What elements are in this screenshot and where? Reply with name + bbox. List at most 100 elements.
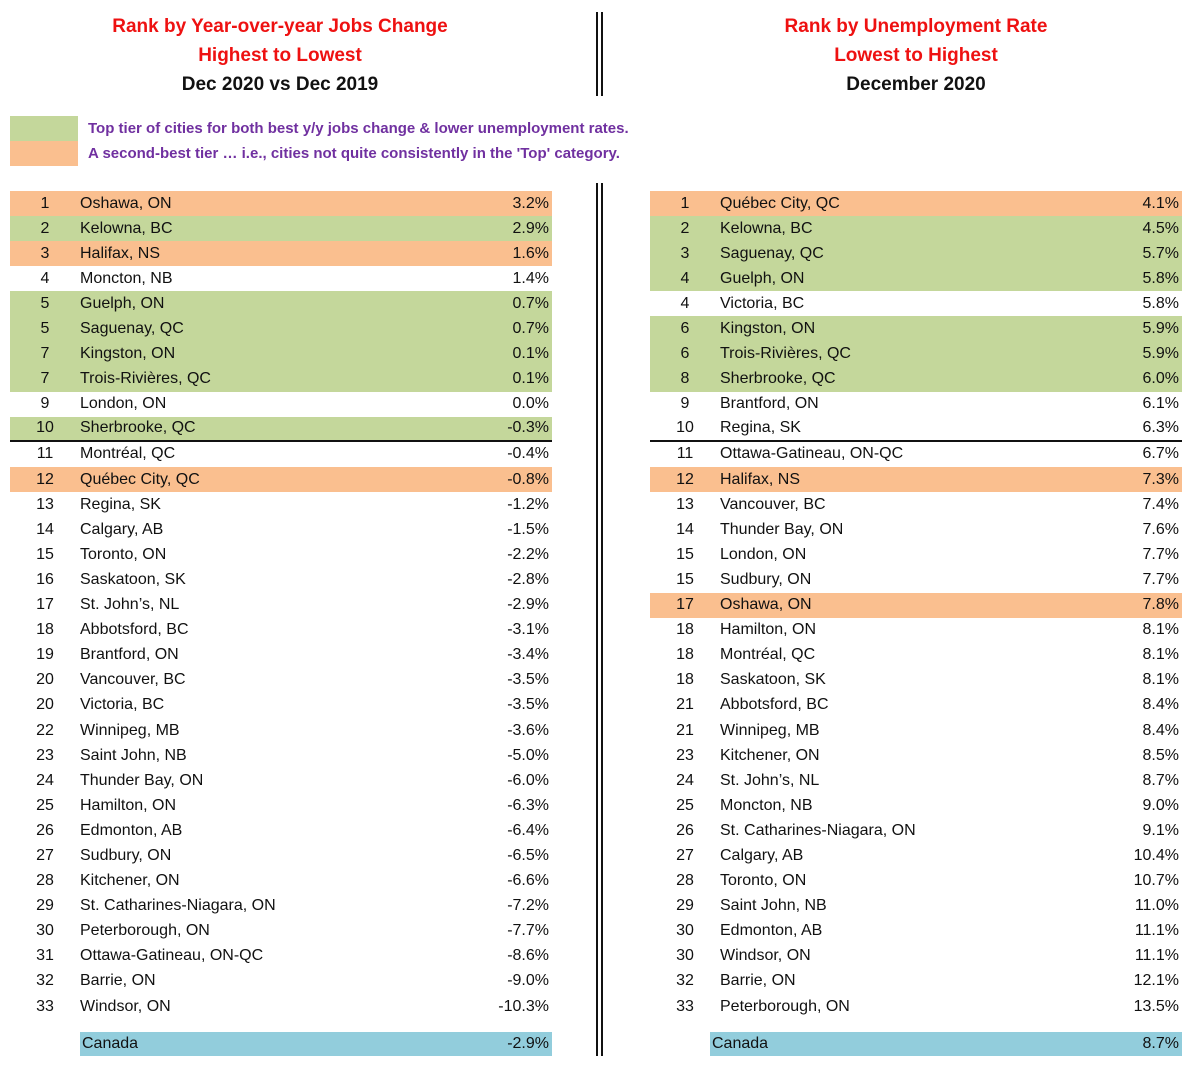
city-cell: Saskatoon, SK <box>80 570 186 588</box>
rank-cell: 4 <box>680 294 690 312</box>
rank-cell: 27 <box>36 846 54 864</box>
rank-cell: 30 <box>676 922 694 940</box>
value-cell: -0.3% <box>507 419 549 437</box>
value-cell: -3.4% <box>507 646 549 664</box>
canada-label: Canada <box>82 1035 139 1052</box>
value-cell: -3.5% <box>507 671 549 689</box>
value-cell: 11.0% <box>1134 897 1179 915</box>
right-header-order: Lowest to Highest <box>834 45 998 66</box>
legend-orange: A second-best tier … i.e., cities not qu… <box>10 141 629 166</box>
value-cell: 8.1% <box>1142 646 1179 664</box>
city-cell: Kitchener, ON <box>80 872 180 890</box>
table-row: 4 Victoria, BC 5.8% <box>650 291 1182 316</box>
rank-cell: 23 <box>36 746 54 764</box>
rank-cell: 1 <box>680 194 690 212</box>
city-cell: Guelph, ON <box>720 269 805 287</box>
city-cell: Saguenay, QC <box>720 244 824 262</box>
value-cell: 7.4% <box>1142 495 1179 513</box>
table-row: 23 Saint John, NB -5.0% <box>10 743 552 768</box>
value-cell: 11.1% <box>1134 947 1179 965</box>
table-row: 12 Québec City, QC -0.8% <box>10 467 552 493</box>
city-cell: Vancouver, BC <box>80 671 186 689</box>
rank-cell: 4 <box>40 269 50 287</box>
value-cell: 8.7% <box>1142 771 1179 789</box>
table-row: 26 St. Catharines-Niagara, ON 9.1% <box>650 818 1182 843</box>
unemployment-canada-row: Canada 8.7% <box>710 1032 1182 1056</box>
value-cell: 1.6% <box>512 244 549 262</box>
rank-cell: 12 <box>676 470 694 488</box>
rank-cell: 9 <box>40 395 50 413</box>
rank-cell: 10 <box>676 419 694 437</box>
value-cell: -6.5% <box>507 846 549 864</box>
table-row: 11 Ottawa-Gatineau, ON-QC 6.7% <box>650 442 1182 467</box>
rank-cell: 13 <box>36 495 54 513</box>
value-cell: 0.1% <box>512 370 549 388</box>
value-cell: 0.1% <box>512 345 549 363</box>
column-divider-top <box>596 12 603 96</box>
city-cell: Peterborough, ON <box>80 922 210 940</box>
city-cell: Halifax, NS <box>720 470 801 488</box>
city-cell: Moncton, NB <box>80 269 173 287</box>
column-divider-main <box>596 183 603 1056</box>
value-cell: 10.7% <box>1133 872 1179 890</box>
city-cell: Ottawa-Gatineau, ON-QC <box>80 947 264 965</box>
rank-cell: 10 <box>36 419 54 437</box>
right-header-period: December 2020 <box>846 74 986 95</box>
table-row: 12 Halifax, NS 7.3% <box>650 467 1182 493</box>
table-row: 13 Vancouver, BC 7.4% <box>650 492 1182 517</box>
rank-cell: 18 <box>676 621 694 639</box>
table-row: 5 Saguenay, QC 0.7% <box>10 316 552 342</box>
value-cell: 6.0% <box>1142 370 1179 388</box>
city-cell: Kingston, ON <box>80 345 176 363</box>
table-row: 25 Hamilton, ON -6.3% <box>10 793 552 818</box>
city-cell: Calgary, AB <box>80 520 164 538</box>
table-row: 32 Barrie, ON 12.1% <box>650 969 1182 994</box>
table-row: 5 Guelph, ON 0.7% <box>10 291 552 317</box>
city-cell: Montréal, QC <box>720 646 816 664</box>
table-row: 30 Peterborough, ON -7.7% <box>10 919 552 944</box>
rank-cell: 30 <box>36 922 54 940</box>
city-cell: Sudbury, ON <box>80 846 172 864</box>
value-cell: -1.5% <box>507 520 549 538</box>
value-cell: -8.6% <box>507 947 549 965</box>
value-cell: -6.0% <box>507 771 549 789</box>
table-row: 33 Peterborough, ON 13.5% <box>650 994 1182 1019</box>
city-cell: Saguenay, QC <box>80 320 184 338</box>
value-cell: 12.1% <box>1133 972 1179 990</box>
rank-cell: 32 <box>676 972 694 990</box>
rank-cell: 11 <box>36 445 54 463</box>
value-cell: 2.9% <box>512 219 549 237</box>
left-header: Rank by Year-over-year Jobs Change Highe… <box>40 12 520 99</box>
rank-cell: 33 <box>36 997 54 1015</box>
rank-cell: 25 <box>36 796 54 814</box>
value-cell: -6.6% <box>507 872 549 890</box>
value-cell: 7.8% <box>1142 596 1179 614</box>
rank-cell: 20 <box>36 696 54 714</box>
rank-cell: 16 <box>36 570 54 588</box>
city-cell: Saint John, NB <box>720 897 827 915</box>
table-row: 9 London, ON 0.0% <box>10 392 552 417</box>
rank-cell: 15 <box>676 545 694 563</box>
table-row: 23 Kitchener, ON 8.5% <box>650 743 1182 768</box>
rank-cell: 26 <box>676 821 694 839</box>
city-cell: Hamilton, ON <box>80 796 177 814</box>
rank-cell: 7 <box>40 345 50 363</box>
city-cell: Trois-Rivières, QC <box>720 345 851 363</box>
value-cell: 9.0% <box>1142 796 1179 814</box>
table-row: 20 Vancouver, BC -3.5% <box>10 668 552 693</box>
city-cell: Toronto, ON <box>80 545 167 563</box>
table-row: 8 Sherbrooke, QC 6.0% <box>650 366 1182 392</box>
value-cell: -0.4% <box>507 445 549 463</box>
value-cell: -2.9% <box>507 596 549 614</box>
table-row: 11 Montréal, QC -0.4% <box>10 442 552 467</box>
value-cell: -9.0% <box>507 972 549 990</box>
rank-cell: 27 <box>676 846 694 864</box>
table-row: 18 Hamilton, ON 8.1% <box>650 618 1182 643</box>
table-row: 29 St. Catharines-Niagara, ON -7.2% <box>10 894 552 919</box>
canada-value: 8.7% <box>1142 1035 1179 1052</box>
table-row: 32 Barrie, ON -9.0% <box>10 969 552 994</box>
rank-cell: 21 <box>676 721 694 739</box>
value-cell: -3.5% <box>507 696 549 714</box>
rank-cell: 4 <box>680 269 690 287</box>
canada-value: -2.9% <box>507 1035 549 1052</box>
